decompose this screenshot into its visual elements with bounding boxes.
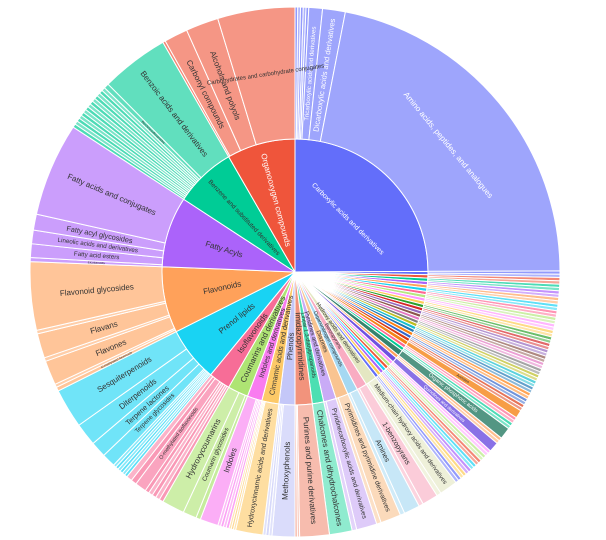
sunburst-subslice[interactable]: [217, 6, 296, 146]
sunburst-subslice[interactable]: [319, 11, 561, 272]
